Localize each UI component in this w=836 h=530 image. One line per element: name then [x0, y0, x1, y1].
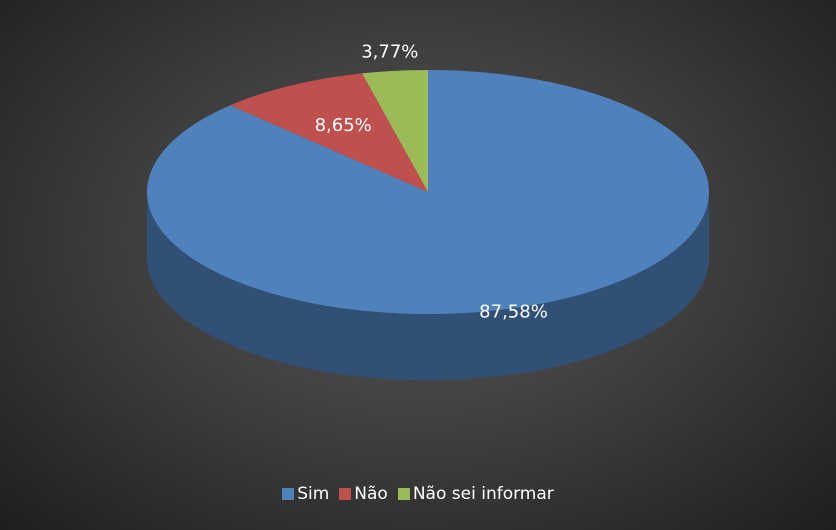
- legend-label: Sim: [297, 484, 330, 504]
- legend-swatch: [339, 488, 352, 500]
- slice: [362, 70, 428, 192]
- data-label: 87,58%: [479, 301, 548, 322]
- legend-label: Não sei informar: [412, 484, 554, 504]
- pie-plot: 87,58% 8,65% 3,77%: [147, 42, 709, 380]
- legend-swatch: [397, 488, 410, 500]
- legend-label: Não: [354, 484, 388, 504]
- legend-item: Não sei informar: [397, 484, 554, 504]
- data-label: 8,65%: [315, 115, 372, 136]
- slice: [230, 73, 428, 192]
- legend-swatch: [282, 488, 295, 500]
- data-label: 3,77%: [361, 42, 418, 63]
- slice-side: [147, 192, 709, 380]
- legend: Sim Não Não sei informar: [0, 484, 836, 504]
- legend-item: Sim: [282, 484, 329, 504]
- slice-side-shade: [147, 192, 709, 380]
- slice: [147, 70, 709, 314]
- legend-item: Não: [339, 484, 388, 504]
